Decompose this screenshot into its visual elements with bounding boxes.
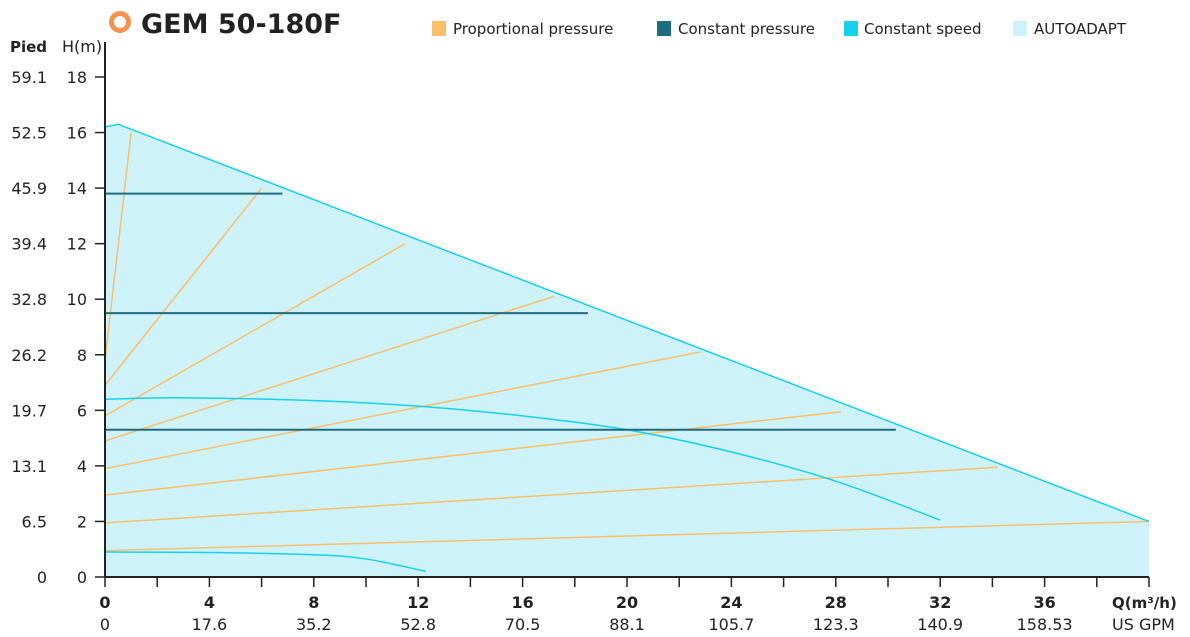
series-line-constant-speed-0 [104,123,1150,523]
legend-swatch-proportional [432,21,446,36]
y-axis-label-pied: Pied [10,38,47,56]
y-tick-label-hm-2: 2 [77,512,87,531]
y-tick-label-pied-8: 26.2 [11,346,47,365]
x-tick-label-usgpm-12: 52.8 [400,615,436,634]
x-tick-label-usgpm-32: 140.9 [917,615,963,634]
x-tick-label-q-24: 24 [720,593,742,612]
x-tick-label-q-16: 16 [511,593,533,612]
legend-label-autoadapt: AUTOADAPT [1034,20,1127,38]
series-line-proportional-12 [104,466,998,524]
y-tick-label-pied-14: 45.9 [11,179,47,198]
y-tick-label-pied-2: 6.5 [22,512,47,531]
legend-label-proportional: Proportional pressure [453,20,613,38]
y-tick-label-pied-6: 19.7 [11,401,47,420]
title-ring-icon [109,11,131,33]
axis-layer: 0026.5413.1619.7826.21032.81239.41445.91… [11,42,1150,634]
x-tick-label-usgpm-24: 105.7 [708,615,754,634]
x-tick-label-usgpm-16: 70.5 [505,615,541,634]
series-line-proportional-10 [104,351,701,470]
x-tick-label-usgpm-0: 0 [100,615,110,634]
x-tick-label-q-28: 28 [825,593,847,612]
x-tick-label-q-20: 20 [616,593,638,612]
legend-label-constant-pressure: Constant pressure [678,20,815,38]
series-line-constant-speed-1 [104,397,941,521]
series-layer [104,123,1150,573]
x-tick-label-usgpm-36: 158.53 [1017,615,1073,634]
y-tick-label-pied-4: 13.1 [11,457,47,476]
y-tick-label-hm-10: 10 [67,290,87,309]
legend-swatch-constant-pressure [657,21,671,36]
y-tick-label-pied-18: 59.1 [11,68,47,87]
x-tick-label-usgpm-28: 123.3 [813,615,859,634]
x-axis-label-q: Q(m³/h) [1112,594,1177,612]
x-axis-label-usgpm: US GPM [1112,615,1175,634]
autoadapt-area [105,124,1149,577]
series-line-proportional-13 [104,520,1150,552]
x-tick-label-q-0: 0 [99,593,110,612]
x-tick-label-q-36: 36 [1033,593,1055,612]
legend: Proportional pressure Constant pressure … [432,20,1127,38]
y-tick-label-hm-0: 0 [77,568,87,587]
y-tick-label-hm-6: 6 [77,401,87,420]
x-tick-label-q-4: 4 [204,593,215,612]
series-line-proportional-9 [104,295,555,442]
y-axis-label-hm: H(m) [62,37,102,56]
series-line-constant-speed-2 [104,551,427,573]
y-tick-label-hm-14: 14 [67,179,87,198]
y-tick-label-hm-18: 18 [67,68,87,87]
series-line-proportional-6 [104,132,132,361]
chart-title-group: GEM 50-180F [109,9,341,40]
series-line-proportional-8 [104,243,406,417]
x-tick-label-q-8: 8 [308,593,319,612]
y-tick-label-pied-0: 0 [37,568,47,587]
legend-label-constant-speed: Constant speed [864,20,982,38]
x-tick-label-usgpm-8: 35.2 [296,615,332,634]
x-tick-label-usgpm-20: 88.1 [609,615,645,634]
autoadapt-area-layer [105,124,1149,577]
series-line-proportional-11 [104,410,842,496]
legend-swatch-constant-speed [844,21,858,36]
x-tick-label-q-32: 32 [929,593,951,612]
y-tick-label-hm-4: 4 [77,457,87,476]
chart-title: GEM 50-180F [141,9,341,40]
x-tick-label-q-12: 12 [407,593,429,612]
y-tick-label-hm-8: 8 [77,346,87,365]
y-tick-label-pied-10: 32.8 [11,290,47,309]
series-line-proportional-7 [104,187,263,386]
x-tick-label-usgpm-4: 17.6 [192,615,228,634]
y-tick-label-pied-12: 39.4 [11,235,47,254]
legend-swatch-autoadapt [1013,21,1027,36]
y-tick-label-hm-12: 12 [67,235,87,254]
y-tick-label-pied-16: 52.5 [11,124,47,143]
y-tick-label-hm-16: 16 [67,124,87,143]
